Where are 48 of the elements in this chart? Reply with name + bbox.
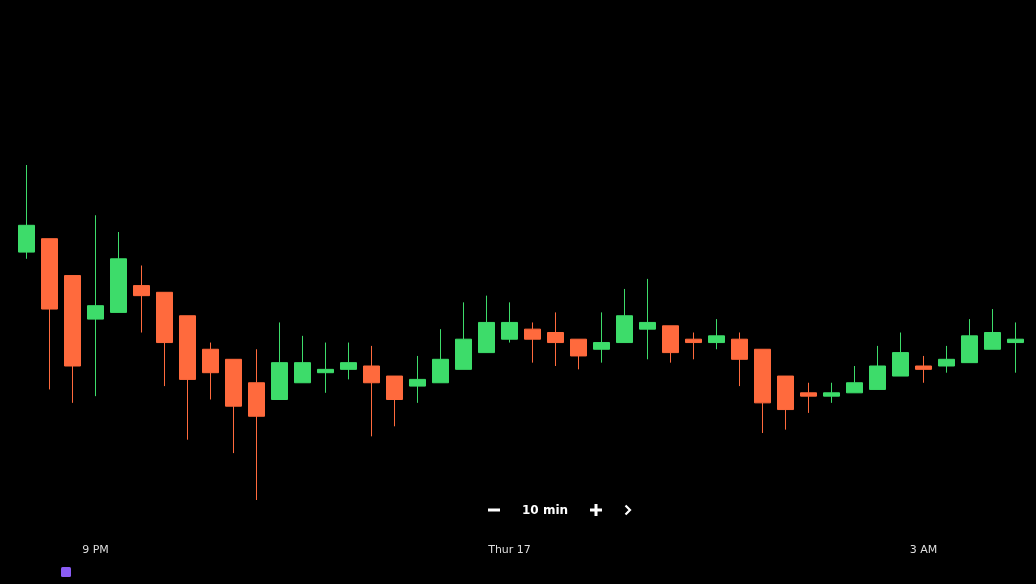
candlestick <box>455 301 472 370</box>
text: 10 min <box>522 503 569 517</box>
candlestick <box>846 365 863 394</box>
candlestick <box>800 382 817 414</box>
candlestick <box>18 164 35 260</box>
candlestick <box>961 318 978 364</box>
candlestick <box>41 238 58 390</box>
candlestick <box>892 332 909 377</box>
x-tick-label: 9 PM <box>82 543 109 556</box>
candlestick <box>202 342 219 400</box>
candlestick <box>869 345 886 390</box>
candlestick <box>754 348 771 434</box>
candlestick <box>731 332 748 387</box>
candlestick <box>179 315 196 441</box>
candlestick <box>547 311 564 367</box>
candlestick <box>593 311 610 364</box>
candlestick <box>271 321 288 400</box>
candlestick <box>1007 321 1024 374</box>
x-tick-label: Thur 17 <box>487 543 531 556</box>
candlestick <box>639 278 656 360</box>
candlestick <box>938 345 955 374</box>
candlestick <box>708 318 725 350</box>
candlestick <box>685 332 702 360</box>
candlestick <box>317 342 334 394</box>
candlestick <box>363 345 380 437</box>
candlestick <box>616 288 633 344</box>
candlestick <box>915 355 932 384</box>
candlestick <box>248 348 265 501</box>
candlestick <box>294 335 311 384</box>
candlestick <box>386 375 403 427</box>
candlestick <box>340 342 357 380</box>
candlestick <box>501 301 518 344</box>
candlestick <box>984 308 1001 350</box>
candlestick <box>225 358 242 454</box>
candlestick <box>570 338 587 370</box>
candlestick <box>64 275 81 404</box>
candlestick <box>432 328 449 384</box>
candlestick <box>409 355 426 404</box>
candlestick <box>110 231 127 313</box>
candlestick <box>478 295 495 354</box>
candlestick <box>156 291 173 387</box>
candlestick <box>524 321 541 364</box>
x-tick-label: 3 AM <box>909 543 938 556</box>
candlestick <box>662 325 679 364</box>
candlestick <box>823 382 840 404</box>
candlestick <box>133 265 150 333</box>
candlestick <box>777 375 794 431</box>
candlestick <box>87 214 104 397</box>
